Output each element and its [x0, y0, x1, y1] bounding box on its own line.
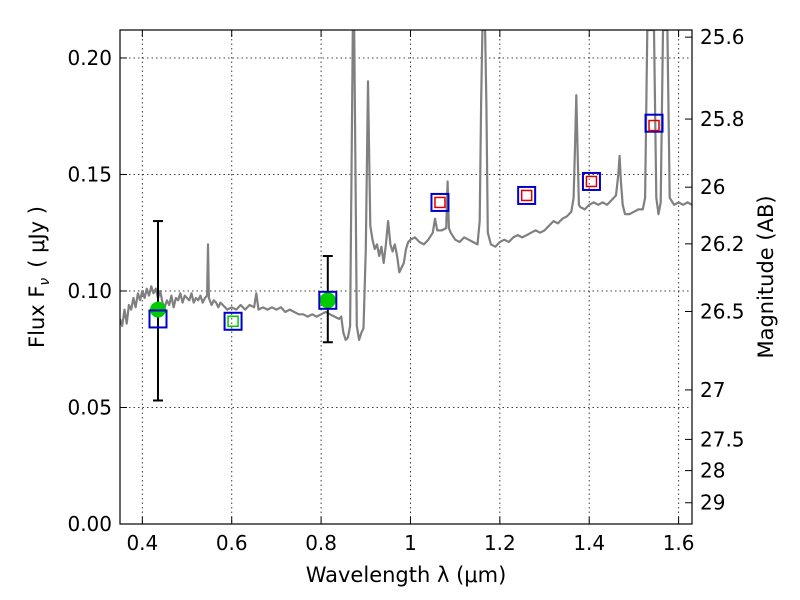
- mag-tick-label: 26.2: [700, 232, 745, 256]
- x-axis-title: Wavelength λ (μm): [306, 563, 507, 587]
- x-tick-label: 1: [404, 531, 417, 555]
- x-tick-label: 1.4: [573, 531, 605, 555]
- mag-tick-label: 28: [700, 459, 725, 483]
- model-photometry-square: [430, 192, 450, 212]
- tick-layer: 0.4 0.6 0.8 1 1.2 1.4 1.6 0.00 0.05 0.10 0.15 0.20 2…: [67, 25, 744, 555]
- grid-layer: [120, 30, 692, 525]
- y-axis-title-unit: ( μJy ): [25, 206, 49, 268]
- y-axis-title-sub: ν: [37, 278, 53, 286]
- observed-photometry-point: [319, 292, 336, 309]
- y-axis-title-main: Flux F: [25, 286, 49, 348]
- inner-marker-square: [648, 119, 660, 132]
- model-photometry-square: [223, 311, 243, 331]
- y-axis-title: Flux Fν ( μJy ): [25, 206, 53, 348]
- mag-tick-label: 25.6: [700, 25, 745, 49]
- inner-marker-square: [434, 196, 446, 209]
- inner-marker-square: [227, 315, 239, 328]
- model-photometry-square: [517, 185, 537, 205]
- x-tick-label: 1.6: [663, 531, 695, 555]
- y-tick-label: 0.10: [67, 279, 112, 303]
- x-tick-label: 0.8: [305, 531, 337, 555]
- y-tick-label: 0.20: [67, 46, 112, 70]
- mag-tick-label: 25.8: [700, 107, 745, 131]
- y-tick-label: 0.00: [67, 512, 112, 536]
- mag-tick-label: 27.5: [700, 427, 745, 451]
- model-spectrum-line: [120, 30, 692, 341]
- x-tick-label: 0.4: [126, 531, 158, 555]
- model-photometry-square: [148, 309, 168, 329]
- mag-tick-label: 29: [700, 491, 725, 515]
- y-tick-label: 0.05: [67, 395, 112, 419]
- mag-tick-label: 26.5: [700, 299, 745, 323]
- model-photometry-square: [318, 290, 338, 310]
- model-photometry-square: [581, 171, 601, 191]
- model-photometry-square: [644, 113, 664, 133]
- y-tick-label: 0.15: [67, 162, 112, 186]
- plot-frame: [119, 29, 693, 525]
- x-tick-label: 1.2: [484, 531, 516, 555]
- x-tick-label: 0.6: [216, 531, 248, 555]
- inner-marker-square: [520, 189, 533, 202]
- mag-tick-label: 26: [700, 175, 725, 199]
- spectrum-layer: [120, 30, 692, 341]
- mag-tick-label: 27: [700, 378, 725, 402]
- y2-axis-title: Magnitude (AB): [754, 195, 778, 358]
- inner-marker-square: [585, 175, 598, 188]
- marker-layer: [148, 113, 664, 402]
